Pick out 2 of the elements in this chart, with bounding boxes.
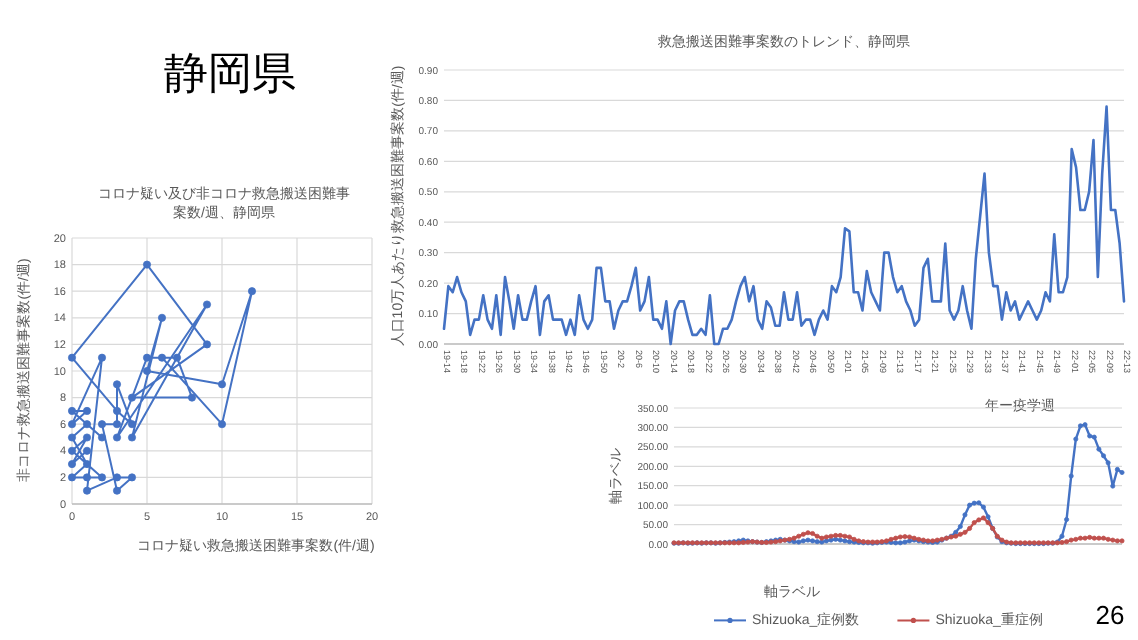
text: 静岡県 (164, 48, 296, 98)
text: 26 (1095, 600, 1125, 630)
